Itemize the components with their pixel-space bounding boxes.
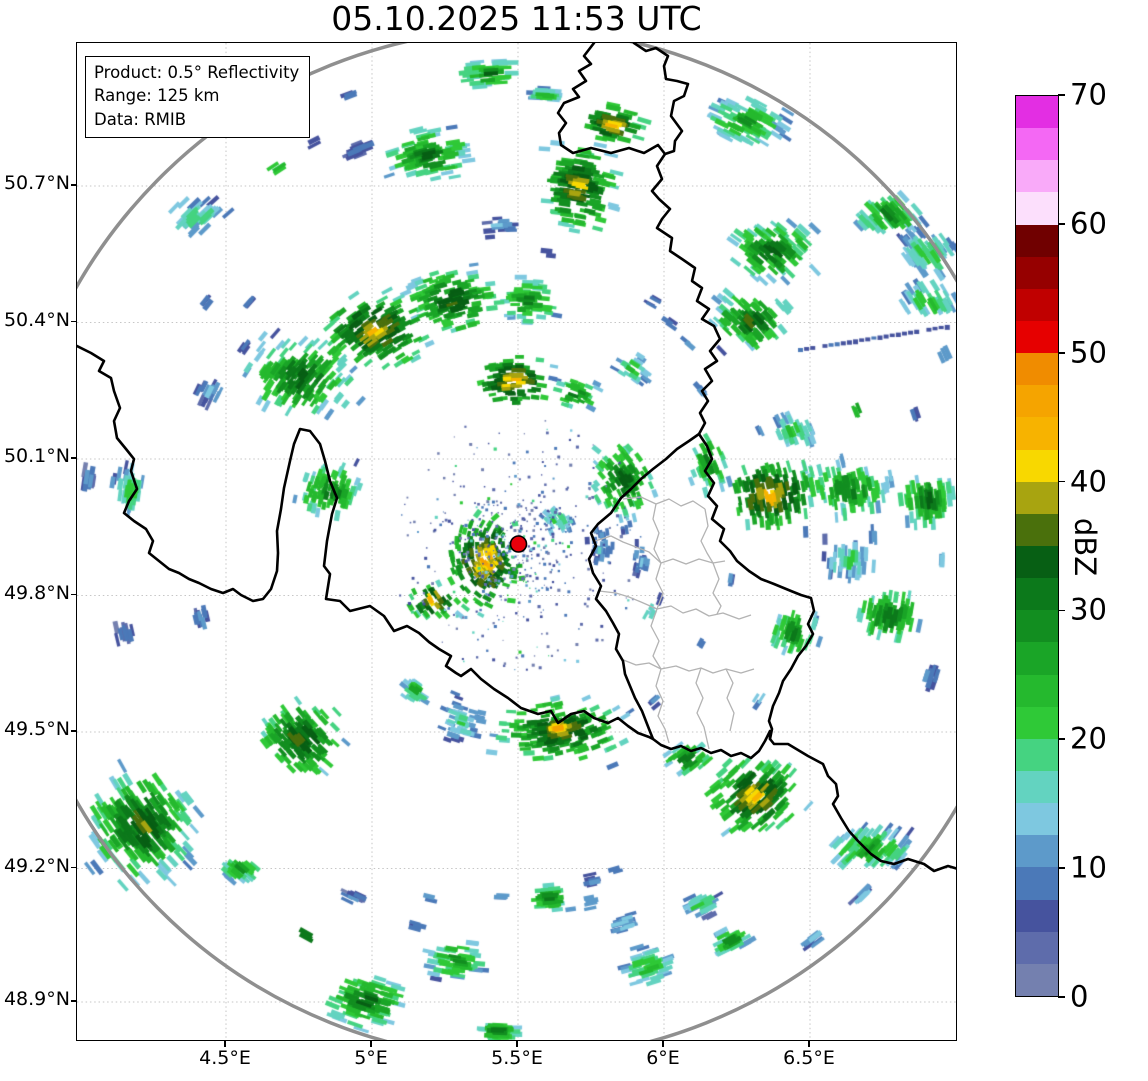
colorbar-tick-label-20: 20: [1070, 721, 1107, 756]
colorbar-tick-label-70: 70: [1070, 77, 1107, 112]
x-tick-label-0: 4.5°E: [199, 1047, 251, 1069]
radar-site-marker: [509, 535, 528, 553]
regional-border-4: [598, 590, 752, 620]
colorbar-band-15dbz: [1016, 770, 1058, 804]
plot-title: 05.10.2025 11:53 UTC: [331, 0, 702, 38]
map-overlay-layer: [77, 43, 956, 1040]
colorbar-tick-30: [1058, 609, 1065, 612]
colorbar-tick-50: [1058, 351, 1065, 354]
national-border-3: [77, 344, 655, 741]
colorbar-band-42.5dbz: [1016, 417, 1058, 450]
y-tick-label-5: 49.2°N: [3, 854, 70, 877]
colorbar-band-0dbz: [1016, 963, 1058, 996]
x-tick-mark-0: [224, 1041, 226, 1047]
colorbar-tick-label-40: 40: [1070, 463, 1107, 498]
colorbar-band-12.5dbz: [1016, 803, 1058, 836]
colorbar-band-62.5dbz: [1016, 160, 1058, 193]
colorbar-tick-label-0: 0: [1070, 979, 1089, 1014]
y-tick-mark-2: [70, 457, 76, 459]
colorbar-band-52.5dbz: [1016, 288, 1058, 321]
info-box: Product: 0.5° Reflectivity Range: 125 km…: [85, 56, 311, 139]
regional-border-9: [655, 668, 670, 744]
info-product: Product: 0.5° Reflectivity: [94, 63, 300, 82]
colorbar-tick-label-30: 30: [1070, 592, 1107, 627]
regional-border-8: [712, 562, 722, 615]
colorbar-tick-60: [1058, 223, 1065, 225]
y-tick-label-2: 50.1°N: [3, 445, 70, 467]
colorbar-band-47.5dbz: [1016, 353, 1058, 386]
colorbar-tick-40: [1058, 480, 1065, 483]
colorbar-band-20dbz: [1016, 706, 1058, 739]
x-tick-label-3: 6°E: [646, 1047, 680, 1069]
national-border-2: [587, 432, 772, 760]
colorbar-band-37.5dbz: [1016, 481, 1058, 514]
x-tick-mark-3: [662, 1041, 664, 1047]
colorbar-band-32.5dbz: [1016, 545, 1058, 579]
regional-border-5: [650, 608, 662, 670]
colorbar-band-57.5dbz: [1016, 224, 1058, 257]
y-tick-label-4: 49.5°N: [3, 718, 70, 740]
y-tick-label-1: 50.4°N: [3, 308, 70, 331]
colorbar-band-55dbz: [1016, 256, 1058, 289]
colorbar-band-60dbz: [1016, 192, 1058, 225]
x-tick-mark-4: [808, 1041, 810, 1047]
colorbar-band-27.5dbz: [1016, 610, 1058, 643]
x-tick-mark-1: [370, 1041, 372, 1047]
colorbar-label: dBZ: [1068, 517, 1102, 577]
national-border-0: [556, 43, 956, 873]
regional-border-7: [700, 508, 714, 564]
regional-border-1: [652, 503, 662, 564]
colorbar: [1015, 95, 1059, 997]
y-tick-label-6: 48.9°N: [3, 988, 70, 1010]
regional-border-10: [695, 667, 710, 750]
regional-border-3: [655, 562, 664, 610]
info-data: Data: RMIB: [94, 109, 187, 129]
national-border-1: [632, 43, 690, 156]
colorbar-band-50dbz: [1016, 320, 1058, 354]
info-range: Range: 125 km: [94, 86, 220, 106]
colorbar-band-30dbz: [1016, 578, 1058, 611]
colorbar-tick-0: [1058, 996, 1065, 998]
colorbar-tick-label-50: 50: [1070, 335, 1107, 370]
y-tick-mark-6: [70, 1000, 76, 1002]
y-tick-label-3: 49.8°N: [3, 581, 70, 604]
x-tick-mark-2: [516, 1041, 518, 1047]
colorbar-band-40dbz: [1016, 449, 1058, 482]
colorbar-tick-10: [1058, 867, 1065, 870]
colorbar-band-45dbz: [1016, 385, 1058, 418]
regional-border-0: [622, 496, 706, 510]
y-tick-label-0: 50.7°N: [3, 172, 70, 194]
map-plot-area: Product: 0.5° Reflectivity Range: 125 km…: [76, 42, 957, 1041]
colorbar-band-25dbz: [1016, 642, 1058, 675]
colorbar-band-7.5dbz: [1016, 867, 1058, 900]
colorbar-band-35dbz: [1016, 513, 1058, 546]
national-borders: [77, 43, 956, 873]
y-tick-mark-1: [70, 320, 76, 323]
y-tick-mark-3: [70, 593, 76, 596]
colorbar-band-67.5dbz: [1016, 96, 1058, 129]
colorbar-tick-label-60: 60: [1070, 206, 1107, 241]
regional-border-11: [725, 668, 735, 732]
colorbar-band-22.5dbz: [1016, 674, 1058, 707]
colorbar-tick-label-10: 10: [1070, 850, 1107, 885]
y-tick-mark-0: [70, 184, 76, 186]
colorbar-band-65dbz: [1016, 128, 1058, 161]
x-tick-label-1: 5°E: [354, 1047, 388, 1069]
x-tick-label-4: 6.5°E: [783, 1047, 835, 1069]
regional-borders: [594, 496, 755, 750]
colorbar-band-17.5dbz: [1016, 738, 1058, 771]
colorbar-band-5dbz: [1016, 899, 1058, 932]
colorbar-tick-70: [1058, 94, 1065, 96]
colorbar-band-2.5dbz: [1016, 931, 1058, 964]
x-tick-label-2: 5.5°E: [491, 1047, 543, 1069]
regional-border-6: [620, 658, 755, 674]
colorbar-band-10dbz: [1016, 835, 1058, 868]
colorbar-tick-20: [1058, 738, 1065, 741]
y-tick-mark-5: [70, 866, 76, 869]
y-tick-mark-4: [70, 730, 76, 732]
